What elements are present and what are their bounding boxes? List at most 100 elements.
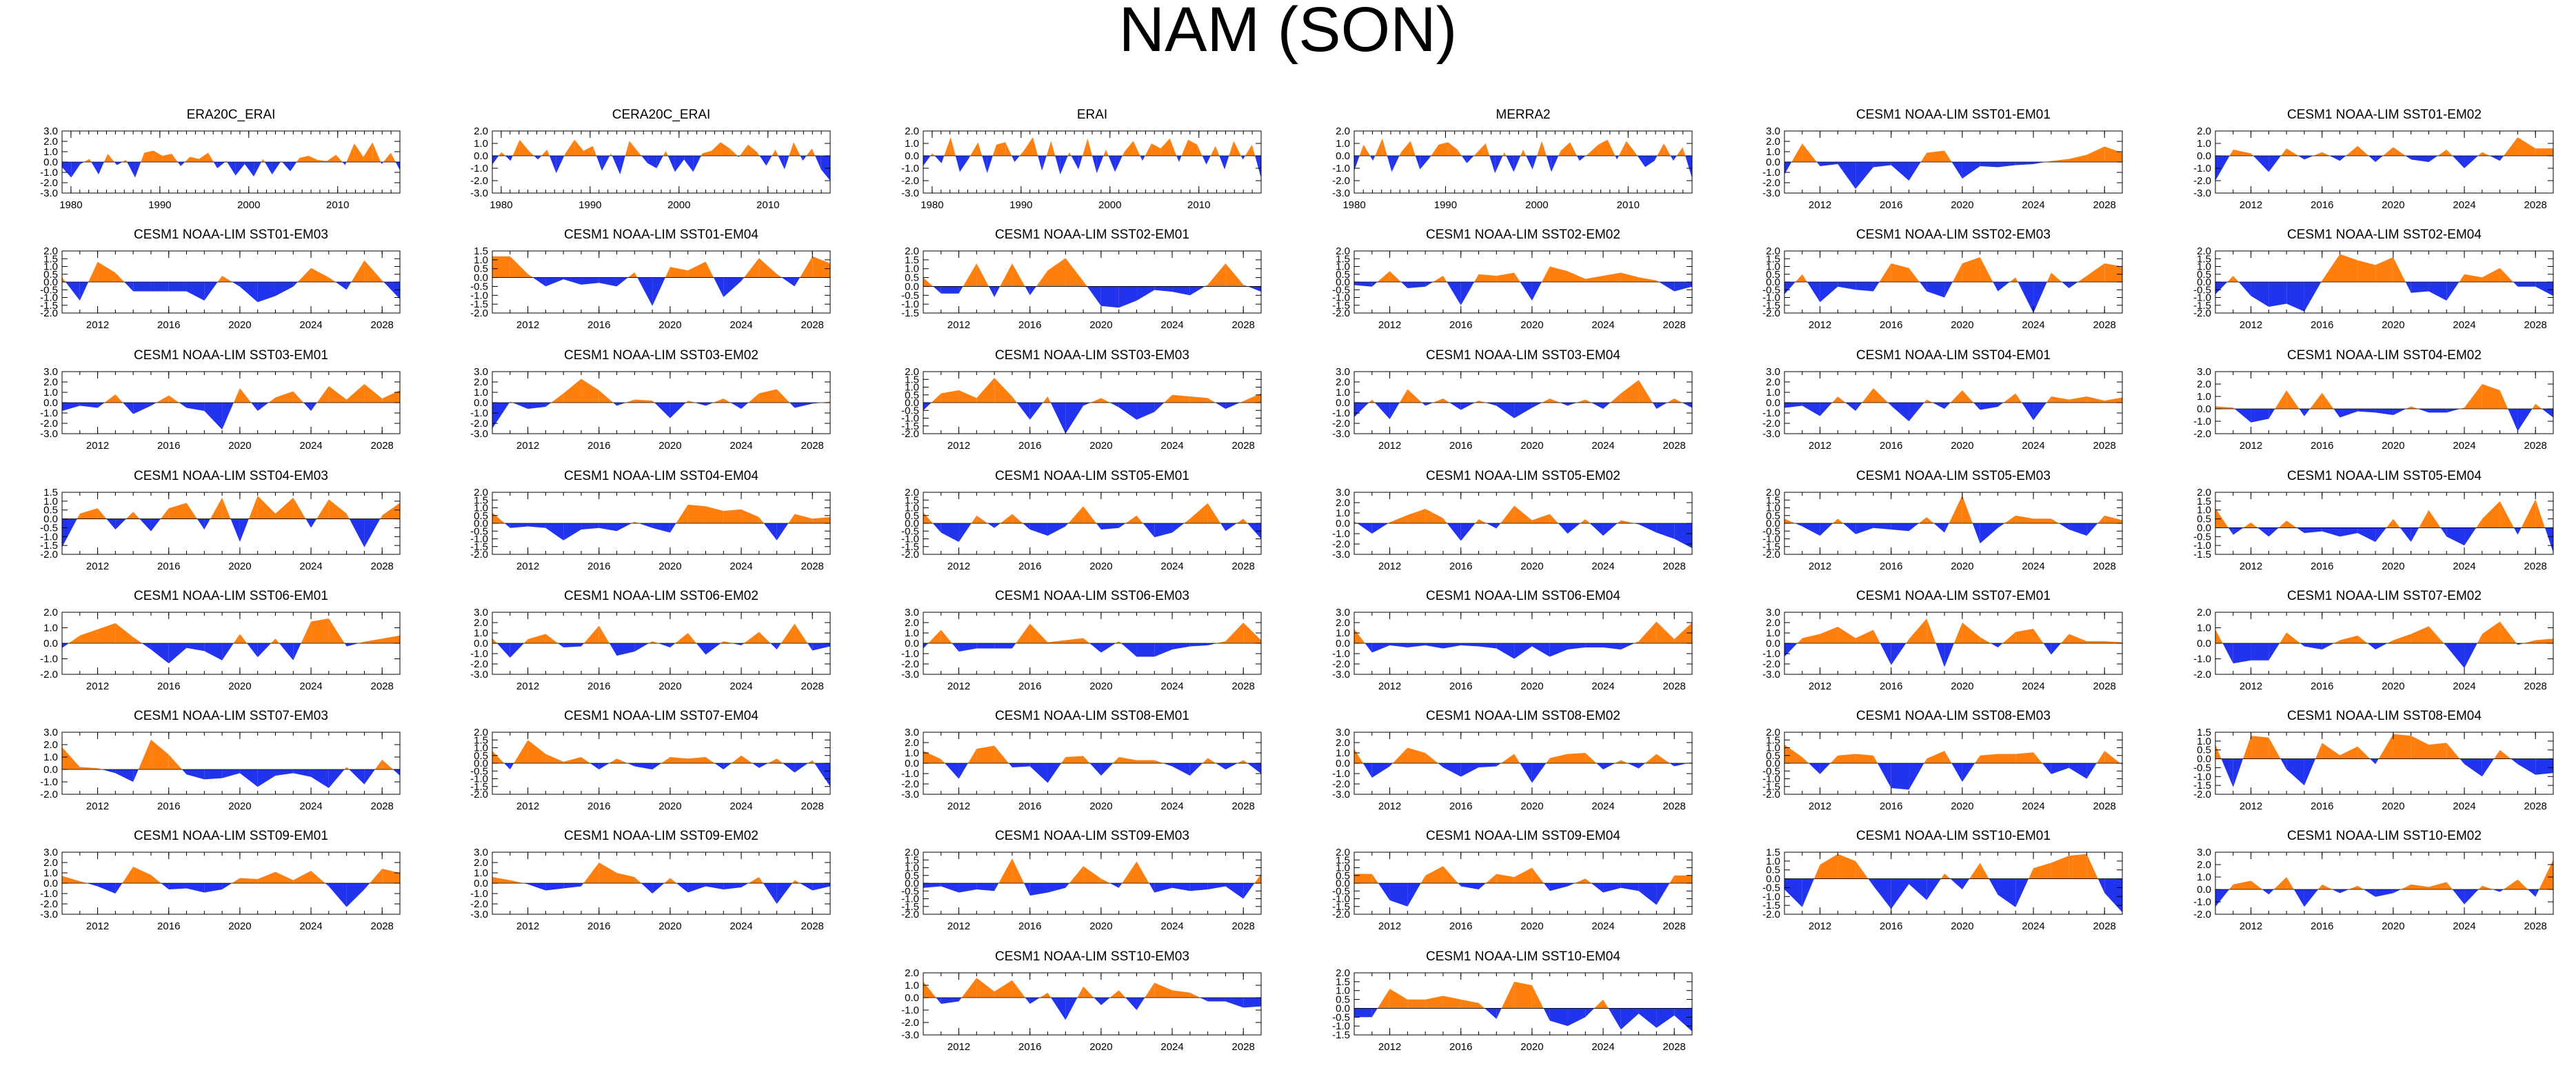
- x-tick-label: 2024: [1160, 800, 1183, 812]
- anomaly-area: [1370, 156, 1373, 161]
- anomaly-area: [1926, 150, 1945, 162]
- x-tick-label: 2024: [1160, 319, 1183, 331]
- x-tick-label: 2024: [299, 440, 322, 452]
- anomaly-area: [316, 499, 329, 519]
- y-tick-label: -0.5: [901, 525, 919, 537]
- y-tick-label: 1.0: [43, 146, 58, 158]
- y-tick-label: -2.0: [470, 418, 488, 430]
- anomaly-area: [574, 139, 584, 156]
- panel-title: CESM1 NOAA-LIM SST07-EM01: [1856, 589, 2051, 603]
- x-tick-label: 2024: [1591, 440, 1614, 452]
- anomaly-area: [364, 769, 375, 785]
- anomaly-area: [1862, 388, 1873, 403]
- anomaly-area: [563, 379, 581, 403]
- x-tick-label: 2012: [86, 681, 109, 692]
- anomaly-area: [293, 643, 301, 661]
- anomaly-area: [627, 272, 635, 278]
- x-tick-label: 2024: [2022, 440, 2044, 452]
- anomaly-area: [757, 152, 760, 156]
- anomaly-area: [2298, 156, 2304, 160]
- x-tick-label: 2012: [1809, 681, 1831, 692]
- anomaly-area: [2061, 634, 2069, 643]
- x-tick-label: 2020: [2382, 199, 2404, 211]
- anomaly-area: [612, 156, 621, 174]
- anomaly-area: [510, 256, 528, 278]
- x-tick-label: 2016: [2311, 319, 2333, 331]
- anomaly-area: [1784, 745, 1802, 763]
- x-tick-label: 2012: [2240, 681, 2262, 692]
- anomaly-area: [1189, 992, 1200, 998]
- anomaly-area: [976, 978, 995, 998]
- anomaly-area: [257, 282, 276, 303]
- y-tick-label: -3.0: [470, 188, 488, 199]
- anomaly-area: [807, 760, 813, 763]
- panel-title: CESM1 NOAA-LIM SST07-EM04: [564, 709, 758, 723]
- x-tick-label: 2024: [2453, 319, 2475, 331]
- y-tick-label: 3.0: [2197, 847, 2211, 858]
- anomaly-area: [2482, 384, 2500, 409]
- anomaly-area: [2299, 409, 2304, 416]
- anomaly-area: [1207, 758, 1216, 763]
- anomaly-area: [2446, 409, 2460, 413]
- x-tick-label: 2024: [1160, 561, 1183, 572]
- x-tick-label: 2012: [947, 800, 970, 812]
- y-tick-label: -1.0: [2193, 416, 2211, 427]
- anomaly-area: [1118, 883, 1123, 888]
- y-tick-label: -2.0: [470, 308, 488, 319]
- anomaly-area: [1652, 403, 1657, 409]
- x-tick-label: 2016: [1880, 800, 1902, 812]
- y-tick-label: -1.0: [901, 768, 919, 780]
- anomaly-area: [1420, 156, 1429, 170]
- anomaly-area: [1830, 755, 1838, 763]
- anomaly-area: [958, 998, 962, 1002]
- anomaly-area: [1585, 753, 1597, 763]
- y-tick-label: 2.0: [474, 857, 488, 869]
- x-tick-label: 2016: [587, 561, 610, 572]
- anomaly-area: [812, 148, 816, 156]
- anomaly-area: [613, 403, 617, 406]
- y-tick-label: 1.0: [1336, 627, 1350, 639]
- anomaly-area: [1610, 393, 1621, 403]
- anomaly-area: [748, 877, 759, 883]
- anomaly-area: [1656, 883, 1670, 905]
- anomaly-area: [1407, 883, 1421, 907]
- anomaly-area: [2322, 392, 2334, 409]
- anomaly-area: [2346, 145, 2358, 156]
- x-tick-label: 2012: [1378, 440, 1401, 452]
- anomaly-area: [1506, 156, 1514, 172]
- anomaly-area: [247, 643, 258, 658]
- anomaly-area: [982, 156, 987, 174]
- anomaly-area: [1407, 747, 1426, 763]
- y-tick-label: -1.0: [40, 292, 58, 304]
- anomaly-area: [1225, 263, 1244, 287]
- anomaly-area: [1040, 992, 1048, 998]
- anomaly-area: [1531, 867, 1544, 883]
- y-tick-label: 1.0: [2197, 871, 2211, 883]
- anomaly-area: [723, 277, 742, 297]
- y-tick-label: 0.5: [1336, 870, 1350, 882]
- anomaly-area: [1029, 286, 1036, 296]
- x-tick-label: 2016: [1018, 800, 1041, 812]
- anomaly-area: [955, 156, 960, 172]
- anomaly-area: [1375, 138, 1382, 156]
- anomaly-area: [958, 390, 977, 403]
- anomaly-area: [2339, 254, 2358, 282]
- anomaly-area: [2386, 518, 2393, 528]
- x-tick-label: 2028: [2093, 199, 2116, 211]
- y-tick-label: -1.0: [470, 290, 488, 301]
- anomaly-area: [390, 152, 396, 162]
- x-tick-label: 2024: [729, 440, 752, 452]
- anomaly-area: [380, 515, 383, 519]
- anomaly-area: [1962, 390, 1974, 403]
- anomaly-area: [1784, 643, 1798, 657]
- anomaly-area: [1089, 763, 1101, 776]
- anomaly-area: [2051, 518, 2059, 523]
- y-tick-label: -1.5: [1762, 781, 1780, 793]
- anomaly-area: [311, 871, 325, 883]
- x-tick-label: 2020: [658, 920, 681, 932]
- anomaly-area: [950, 137, 956, 156]
- anomaly-area: [2086, 523, 2098, 536]
- anomaly-area: [1151, 143, 1161, 156]
- anomaly-area: [1656, 523, 1675, 539]
- anomaly-area: [2452, 889, 2465, 905]
